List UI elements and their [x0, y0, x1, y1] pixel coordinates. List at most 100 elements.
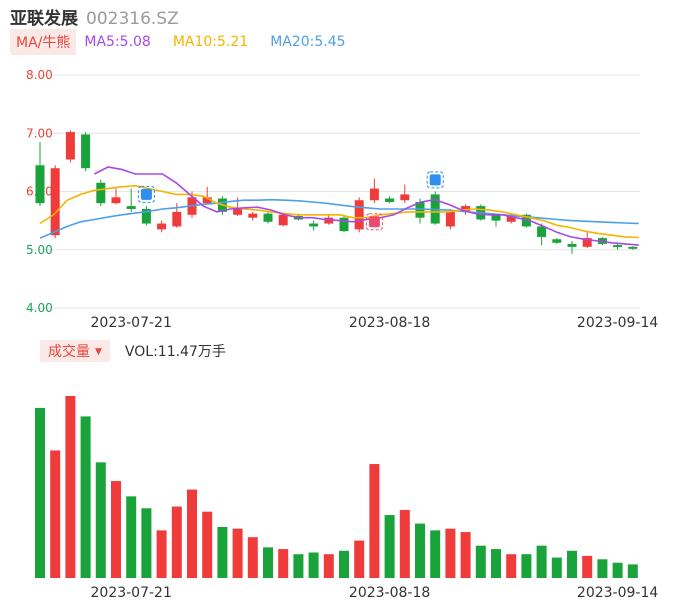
candle-body [126, 206, 136, 209]
ma-legend: MA/牛熊 MA5:5.08 MA10:5.21 MA20:5.45 [10, 29, 346, 55]
candle-body [339, 217, 349, 232]
x-date-label: 2023-07-21 [91, 585, 172, 601]
volume-bar [475, 545, 486, 578]
ma-indicator-button[interactable]: MA/牛熊 [10, 29, 77, 55]
candle-body [354, 200, 364, 230]
volume-bar [339, 550, 349, 578]
x-date-label: 2023-07-21 [91, 315, 172, 331]
candle-body [309, 223, 319, 227]
volume-bar [232, 528, 243, 578]
volume-bar [506, 554, 517, 578]
candle-body [111, 197, 121, 204]
candle-body [35, 165, 45, 204]
event-marker-icon [137, 185, 155, 203]
candle-body [369, 188, 379, 201]
volume-value: VOL:11.47万手 [124, 344, 226, 360]
volume-bar [202, 511, 213, 578]
volume-bar [582, 555, 593, 578]
marker-badge [368, 216, 380, 228]
volume-bar [111, 481, 121, 578]
candle-body [141, 208, 151, 224]
candle-body [278, 214, 288, 226]
x-date-label: 2023-08-18 [349, 315, 430, 331]
candle-body [81, 134, 91, 169]
stock-name: 亚联发展 [10, 9, 78, 29]
candle-body [613, 245, 623, 248]
dropdown-arrow-icon: ▼ [95, 347, 102, 357]
price-axis-labels: 8.007.006.005.004.00 [26, 68, 53, 315]
moving-average-lines [39, 166, 639, 246]
candle-body [506, 214, 516, 222]
marker-frame [365, 213, 383, 231]
volume-bar [323, 554, 334, 578]
y-tick-label: 8.00 [26, 68, 53, 82]
volume-bar [187, 489, 197, 578]
candle-body [50, 168, 60, 236]
x-date-label: 2023-09-14 [577, 585, 658, 601]
candle-body [324, 217, 334, 224]
ma5-legend: MA5:5.08 [84, 34, 151, 50]
volume-bar [278, 549, 289, 578]
price-grid [30, 74, 640, 309]
event-marker-icon [426, 171, 444, 189]
volume-bar [384, 515, 395, 578]
volume-indicator-button[interactable]: 成交量 ▼ [40, 340, 110, 362]
ma5-line [94, 166, 639, 246]
candle-body [263, 213, 273, 222]
volume-bar [536, 545, 547, 578]
volume-bar [35, 407, 45, 578]
volume-bar [369, 464, 380, 578]
candle-body [248, 213, 258, 218]
ma20-line [39, 198, 639, 239]
volume-bar [597, 559, 608, 578]
candle-body [202, 197, 212, 204]
ma10-line [39, 184, 639, 239]
volume-bar [171, 506, 182, 578]
volume-bar [491, 549, 501, 578]
x-date-label: 2023-09-14 [577, 315, 658, 331]
volume-bar [415, 523, 425, 578]
volume-bar [247, 537, 258, 578]
event-markers [137, 171, 444, 231]
volume-bar [460, 532, 471, 578]
y-tick-label: 7.00 [26, 126, 53, 140]
candle-body [400, 194, 410, 201]
volume-bar [156, 530, 167, 578]
y-tick-label: 5.00 [26, 243, 53, 257]
candle-body [491, 214, 501, 221]
candle-body [461, 206, 471, 212]
volume-bar [551, 557, 562, 578]
candle-body [582, 238, 592, 247]
volume-date-axis-labels: 2023-07-21 2023-08-18 2023-09-14 [91, 585, 659, 601]
candle-body [415, 201, 425, 218]
ma10-legend: MA10:5.21 [172, 34, 249, 50]
volume-bar [612, 562, 623, 578]
candle-body [172, 211, 182, 227]
marker-frame [137, 185, 155, 203]
candle-body [157, 223, 167, 230]
date-axis-labels: 2023-07-21 2023-08-18 2023-09-14 [91, 315, 659, 331]
candle-body [233, 208, 243, 215]
candle-body [65, 132, 75, 160]
stock-title: 亚联发展 002316.SZ [10, 4, 179, 29]
volume-bar [293, 554, 304, 578]
volume-bar [430, 530, 441, 578]
stock-code: 002316.SZ [86, 9, 179, 29]
candle-body [628, 246, 638, 249]
volume-bar [65, 396, 76, 578]
volume-legend: 成交量 ▼ VOL:11.47万手 [40, 340, 226, 362]
candle-body [96, 182, 106, 204]
volume-bar [308, 552, 319, 578]
volume-bars [35, 396, 638, 578]
volume-bar [263, 547, 273, 578]
volume-bar [627, 564, 638, 578]
volume-bar [126, 496, 137, 578]
volume-bar [141, 508, 152, 578]
candle-body [552, 239, 562, 243]
candle-body [445, 211, 455, 227]
volume-bar [354, 540, 365, 578]
volume-bar [521, 554, 532, 578]
candle-body [567, 243, 577, 247]
volume-bar [217, 526, 228, 578]
volume-bar [567, 550, 577, 578]
